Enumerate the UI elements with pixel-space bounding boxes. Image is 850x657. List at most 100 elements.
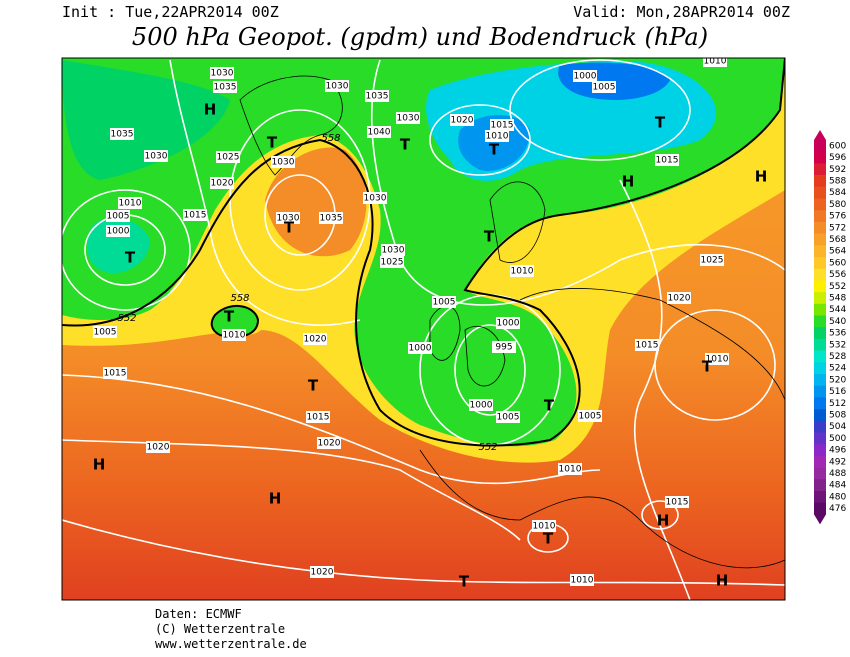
colorbar-cell <box>814 221 826 234</box>
isobar-label: 1010 <box>704 57 727 67</box>
colorbar-label: 540 <box>829 317 846 327</box>
isobar <box>641 500 679 530</box>
colorbar-cell <box>814 163 826 176</box>
geopotential-label: 558 <box>230 293 249 304</box>
colorbar-cell <box>814 432 826 445</box>
isobar-label: 1035 <box>320 214 343 224</box>
pressure-system: T <box>702 358 713 376</box>
colorbar-cell <box>814 397 826 410</box>
isobar-label-box <box>210 67 234 79</box>
isobar-label-box <box>667 292 691 304</box>
colorbar-cell <box>814 467 826 480</box>
isobar-label: 1020 <box>668 294 691 304</box>
isobar-label-box <box>592 81 616 93</box>
colorbar-label: 488 <box>829 469 846 479</box>
isobar-label: 1010 <box>223 331 246 341</box>
colorbar-cell <box>814 374 826 386</box>
isobar-label: 1010 <box>706 355 729 365</box>
isobar-label: 1005 <box>579 412 602 422</box>
isobar-label-box <box>578 410 602 422</box>
colorbar-label: 512 <box>829 399 846 409</box>
isobar <box>454 324 526 416</box>
isobar-label-box <box>319 212 343 224</box>
map-title: 500 hPa Geopot. (gpdm) und Bodendruck (h… <box>132 23 708 51</box>
isobar-label: 1015 <box>491 121 514 131</box>
colorbar-cell <box>814 409 826 422</box>
colorbar-label: 480 <box>829 492 846 502</box>
colorbar-cell <box>814 444 826 457</box>
isobar-label-box <box>381 244 405 256</box>
isobar-label-box <box>496 411 520 423</box>
geopotential-line <box>62 58 785 447</box>
colorbar-cell <box>814 350 826 363</box>
footer-url: www.wetterzentrale.de <box>155 637 307 651</box>
colorbar-cell <box>814 338 826 351</box>
isobar-label-box <box>655 154 679 166</box>
coastline <box>419 181 785 569</box>
isobar-label: 1030 <box>397 114 420 124</box>
geopotential-label: 552 <box>117 313 136 324</box>
colorbar-cell <box>814 268 826 281</box>
isobar-label: 1025 <box>381 258 404 268</box>
pressure-system: H <box>93 456 106 474</box>
colorbar-cell <box>814 303 826 316</box>
pressure-system: T <box>224 308 235 326</box>
pressure-system: T <box>543 530 554 548</box>
isobar-label-box <box>573 70 597 82</box>
isobar-label-box <box>469 399 493 411</box>
isobar-label: 1030 <box>326 82 349 92</box>
isobar-label-box <box>635 339 659 351</box>
pressure-system: H <box>269 490 282 508</box>
isobar-label-box <box>703 58 727 67</box>
isobar-label-box <box>106 225 130 237</box>
isobar-label: 1000 <box>107 227 130 237</box>
colorbar-label: 600 <box>829 141 846 151</box>
isobar-label-box <box>93 326 117 338</box>
isobar-label-box <box>144 150 168 162</box>
isobar-label: 1010 <box>119 199 142 209</box>
colorbar-label: 492 <box>829 457 846 467</box>
isobar-label-box <box>490 119 514 131</box>
init-time: Init : Tue,22APR2014 00Z <box>62 3 279 21</box>
colorbar-cell <box>814 491 826 503</box>
colorbar-label: 548 <box>829 293 846 303</box>
isobar-label: 1025 <box>701 256 724 266</box>
isobar-label: 1015 <box>666 498 689 508</box>
colorbar-label: 564 <box>829 247 846 257</box>
isobar-label: 995 <box>495 343 512 353</box>
valid-time: Valid: Mon,28APR2014 00Z <box>573 3 790 21</box>
isobar-label: 1030 <box>145 152 168 162</box>
isobar-label-box <box>118 197 142 209</box>
isobar-label: 1030 <box>364 194 387 204</box>
teal-zone <box>62 60 230 180</box>
pressure-system: T <box>400 136 411 154</box>
isobar-label-box <box>450 114 474 126</box>
isobar-label: 1015 <box>307 413 330 423</box>
pressure-system: T <box>489 141 500 159</box>
isobar-label: 1015 <box>104 369 127 379</box>
isobar <box>62 374 601 485</box>
colorbar-label: 528 <box>829 352 846 362</box>
isobar-label-box <box>380 256 404 268</box>
isobar-label-box <box>700 254 724 266</box>
isobar-label-box <box>222 329 246 341</box>
colorbar-label: 508 <box>829 410 846 420</box>
colorbar-cell <box>814 198 826 211</box>
colorbar-cell <box>814 280 826 293</box>
colorbar-label: 536 <box>829 329 846 339</box>
isobar-label-box <box>492 341 516 353</box>
pressure-system: T <box>125 249 136 267</box>
isobar-label-box <box>532 520 556 532</box>
isobar-label-box <box>110 128 134 140</box>
isobar-label-box <box>396 112 420 124</box>
isobar <box>429 104 531 176</box>
pressure-system: T <box>459 573 470 591</box>
isobar-label-box <box>365 90 389 102</box>
isobar-label: 1020 <box>211 179 234 189</box>
colorbar-label: 596 <box>829 153 846 163</box>
isobar-label-box <box>705 353 729 365</box>
isobar-label-box <box>303 333 327 345</box>
isobar-label: 1010 <box>486 132 509 142</box>
